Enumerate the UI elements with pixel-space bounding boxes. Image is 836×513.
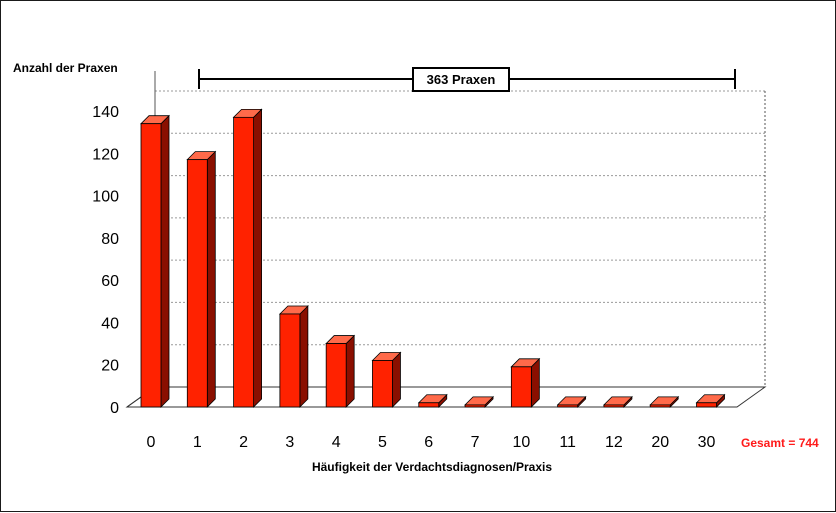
bar: [417, 393, 448, 408]
bar-side: [345, 334, 355, 408]
bar: [510, 357, 541, 408]
x-tick-label: 3: [285, 434, 294, 451]
bar-front: [649, 404, 671, 408]
bar-front: [464, 404, 486, 408]
x-axis-title: Häufigkeit der Verdachtsdiagnosen/Praxis: [312, 460, 552, 474]
x-tick-labels: 0 1 2 3 4 5 6 7 10 11 12 20 30: [147, 434, 716, 451]
x-tick-label: 1: [193, 434, 202, 451]
axes-layer: [125, 71, 767, 408]
x-tick-label: 10: [512, 434, 530, 451]
y-tick-label: 20: [101, 358, 119, 375]
bracket: 363 Praxen: [198, 67, 736, 92]
x-tick-label: 2: [239, 434, 248, 451]
y-tick-label: 120: [92, 146, 119, 163]
bar-front: [696, 402, 717, 408]
bar: [140, 114, 170, 408]
y-tick-label: 60: [101, 273, 119, 290]
x-tick-label: 7: [471, 434, 480, 451]
bracket-label: 363 Praxen: [427, 72, 496, 87]
x-tick-label: 11: [559, 434, 576, 451]
bar-front: [325, 343, 347, 408]
bars: [140, 108, 726, 408]
bar-front: [233, 116, 254, 408]
x-tick-label: 30: [698, 434, 716, 451]
bar-front: [510, 366, 532, 408]
bar: [556, 395, 587, 408]
x-tick-label: 6: [424, 434, 433, 451]
y-tick-label: 0: [110, 400, 119, 417]
bracket-label-box: [412, 67, 510, 92]
bar: [325, 334, 356, 408]
bar: [695, 393, 726, 408]
x-tick-label: 0: [147, 434, 156, 451]
bar: [602, 395, 633, 408]
x-tick-label: 12: [605, 434, 623, 451]
bar: [232, 108, 263, 408]
bar-side: [299, 305, 309, 408]
bar: [371, 351, 402, 408]
x-tick-label: 20: [651, 434, 669, 451]
y-tick-labels: 0 20 40 60 80 100 120 140: [92, 104, 119, 417]
bar-front: [418, 402, 440, 408]
bar-front: [186, 159, 208, 408]
bar-side: [206, 150, 216, 408]
bar-side: [392, 351, 401, 408]
bar: [186, 150, 217, 408]
bar-front: [140, 123, 162, 408]
bar-front: [279, 313, 301, 408]
bar-side: [253, 108, 262, 408]
y-tick-label: 140: [92, 104, 119, 121]
bar: [278, 305, 309, 408]
bar-front: [557, 404, 579, 408]
x-tick-label: 4: [332, 434, 341, 451]
bar-front: [372, 360, 393, 408]
x-tick-label: 5: [378, 434, 387, 451]
total-label: Gesamt = 744: [741, 436, 819, 450]
bar-side: [160, 114, 170, 408]
bar: [464, 395, 495, 408]
bar: [649, 395, 680, 408]
bar-front: [603, 404, 625, 408]
y-tick-label: 40: [101, 315, 119, 332]
y-tick-label: 100: [92, 189, 119, 206]
y-tick-label: 80: [101, 231, 119, 248]
y-axis-title: Anzahl der Praxen: [13, 61, 118, 75]
